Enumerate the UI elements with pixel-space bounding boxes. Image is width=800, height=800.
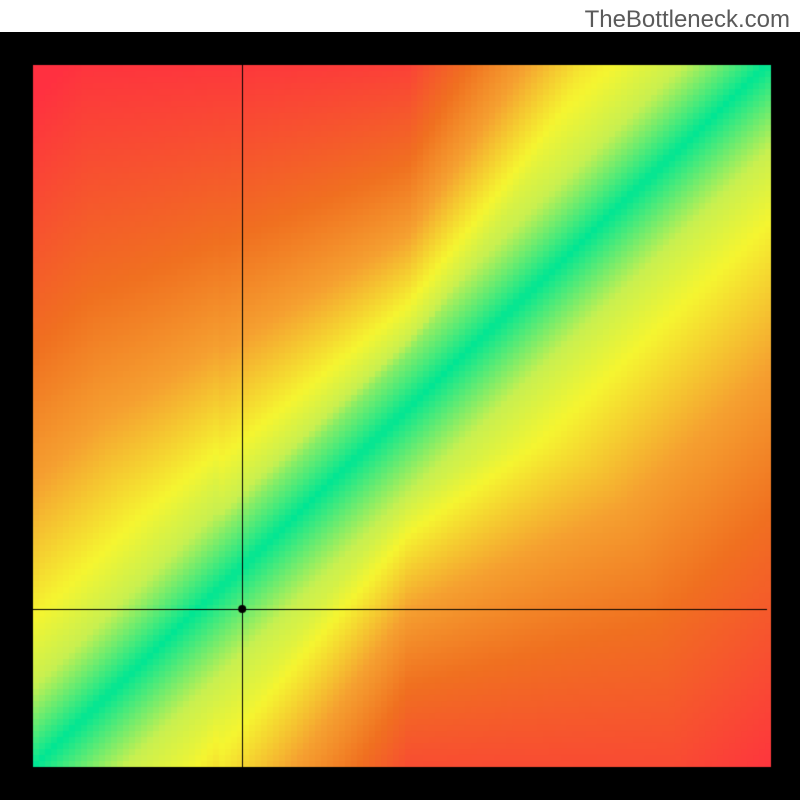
heatmap-chart [0,32,800,800]
watermark-text: TheBottleneck.com [585,6,790,34]
